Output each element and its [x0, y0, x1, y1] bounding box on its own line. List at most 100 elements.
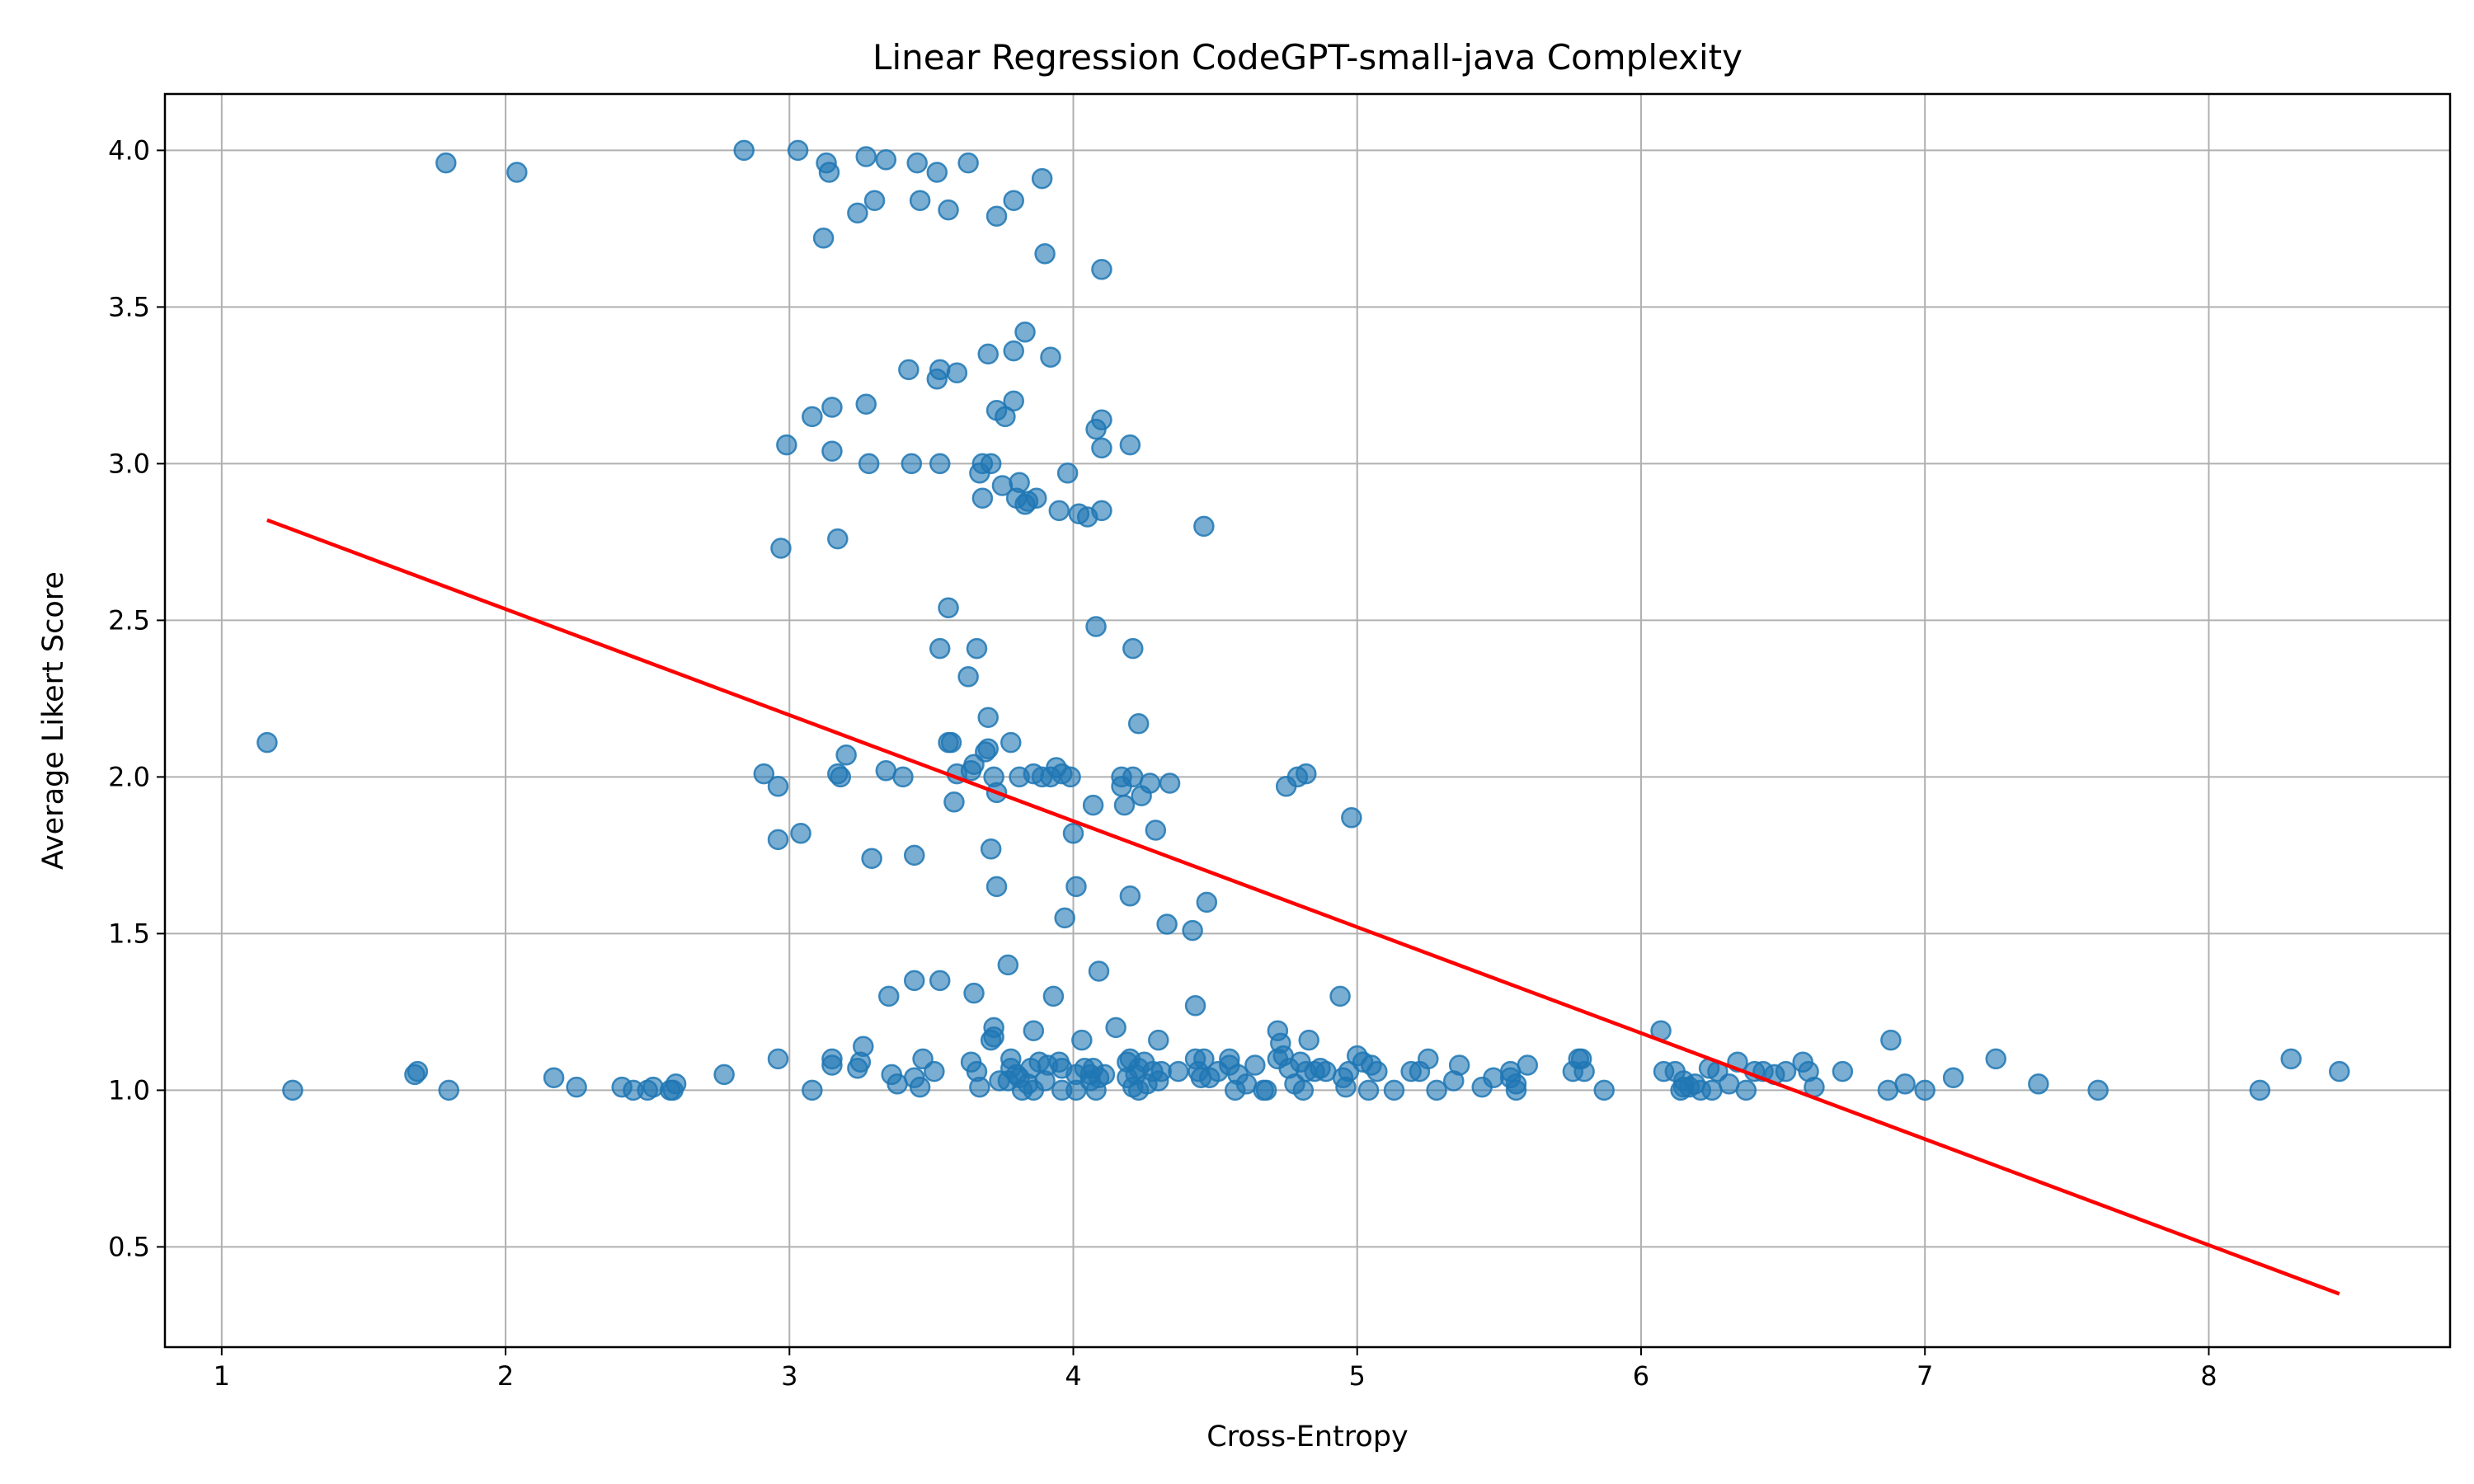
x-tick-label: 7	[1917, 1360, 1933, 1392]
scatter-point	[1014, 322, 1036, 343]
scatter-point	[906, 152, 928, 174]
scatter-point	[1065, 876, 1087, 898]
scatter-point	[898, 359, 920, 381]
scatter-point	[977, 343, 999, 365]
scatter-point	[1357, 1079, 1380, 1101]
scatter-point	[827, 528, 849, 550]
scatter-point	[1062, 823, 1084, 844]
scatter-point	[2329, 1060, 2350, 1082]
scatter-point	[1329, 985, 1351, 1007]
scatter-point	[946, 362, 968, 383]
scatter-point	[1168, 1060, 1189, 1082]
scatter-point	[753, 763, 775, 785]
scatter-point	[1127, 713, 1150, 735]
regression-line-layer	[266, 518, 2340, 1296]
scatter-point	[1255, 1079, 1277, 1101]
scatter-point	[2087, 1079, 2109, 1101]
scatter-point	[713, 1064, 735, 1086]
y-tick-label: 4.0	[108, 134, 150, 166]
scatter-point	[980, 453, 1002, 475]
x-tick-label: 2	[497, 1360, 514, 1392]
scatter-point	[985, 876, 1008, 898]
scatter-point	[858, 453, 880, 475]
scatter-point	[1003, 390, 1024, 412]
scatter-point	[847, 202, 868, 224]
scatter-point	[1517, 1054, 1539, 1076]
scatter-point	[929, 453, 951, 475]
chart-title: Linear Regression CodeGPT-small-java Com…	[872, 37, 1743, 77]
scatter-point	[909, 1076, 931, 1098]
scatter-point	[438, 1079, 459, 1101]
scatter-point	[1105, 1017, 1126, 1039]
scatter-point	[1985, 1048, 2006, 1070]
scatter-point	[506, 162, 528, 183]
scatter-point	[1009, 472, 1030, 493]
scatter-point	[1244, 1054, 1266, 1076]
y-tick-label: 3.0	[108, 448, 150, 479]
scatter-point	[1042, 985, 1065, 1007]
scatter-point	[1119, 434, 1141, 456]
scatter-point	[790, 823, 811, 844]
scatter-point	[983, 1026, 1004, 1048]
scatter-point	[1193, 1048, 1215, 1070]
scatter-point	[821, 397, 843, 418]
scatter-point	[853, 1036, 874, 1057]
scatter-point	[1082, 794, 1104, 816]
scatter-point	[1573, 1060, 1595, 1082]
scatter-point	[1040, 346, 1061, 368]
grid-lines	[165, 94, 2450, 1347]
y-tick-label: 1.0	[108, 1074, 150, 1106]
scatter-point	[1341, 807, 1362, 829]
scatter-point	[835, 744, 857, 766]
y-tick-label: 1.5	[108, 918, 150, 949]
scatter-point	[1000, 731, 1022, 754]
scatter-point	[1775, 1060, 1797, 1082]
scatter-point	[1054, 907, 1075, 929]
scatter-point	[1145, 819, 1167, 841]
scatter-point	[904, 970, 925, 992]
x-tick-label: 4	[1065, 1360, 1081, 1392]
scatter-point	[1113, 794, 1136, 816]
y-tick-label: 0.5	[108, 1231, 150, 1262]
scatter-point	[938, 199, 959, 221]
scatter-point	[1298, 1029, 1319, 1051]
scatter-point	[1418, 1048, 1439, 1070]
scatter-point	[863, 190, 886, 211]
scatter-point	[407, 1060, 429, 1082]
data-points	[256, 139, 2350, 1101]
scatter-point	[821, 440, 843, 462]
scatter-point	[1003, 340, 1024, 362]
scatter-point	[770, 538, 792, 559]
scatter-point	[940, 731, 962, 754]
scatter-point	[776, 434, 797, 456]
scatter-point	[971, 487, 994, 509]
scatter-point	[1182, 919, 1203, 942]
x-tick-label: 3	[781, 1360, 797, 1392]
scatter-point	[980, 838, 1002, 860]
scatter-point	[969, 1076, 990, 1098]
scatter-point	[1119, 885, 1141, 907]
scatter-point	[1034, 243, 1056, 265]
scatter-point	[1060, 766, 1081, 788]
scatter-point	[1091, 500, 1112, 522]
scatter-point	[1914, 1079, 1935, 1101]
x-tick-label: 5	[1349, 1360, 1366, 1392]
scatter-point	[1880, 1029, 1902, 1051]
scatter-point	[1159, 773, 1181, 794]
scatter-point	[733, 139, 755, 162]
scatter-point	[1148, 1029, 1169, 1051]
scatter-point	[1426, 1079, 1447, 1101]
scatter-point	[855, 393, 877, 415]
scatter-point	[282, 1079, 303, 1101]
y-tick-label: 2.0	[108, 761, 150, 792]
scatter-point	[926, 162, 948, 183]
scatter-point	[1139, 773, 1161, 794]
scatter-point	[995, 406, 1016, 428]
x-axis-ticks: 1 2 3 4 5 6 7 8	[214, 1347, 2218, 1392]
scatter-point	[1196, 891, 1218, 913]
scatter-point	[1292, 1079, 1315, 1101]
y-axis-title: Average Likert Score	[37, 571, 70, 870]
scatter-point	[665, 1073, 687, 1095]
scatter-point	[1031, 167, 1053, 190]
